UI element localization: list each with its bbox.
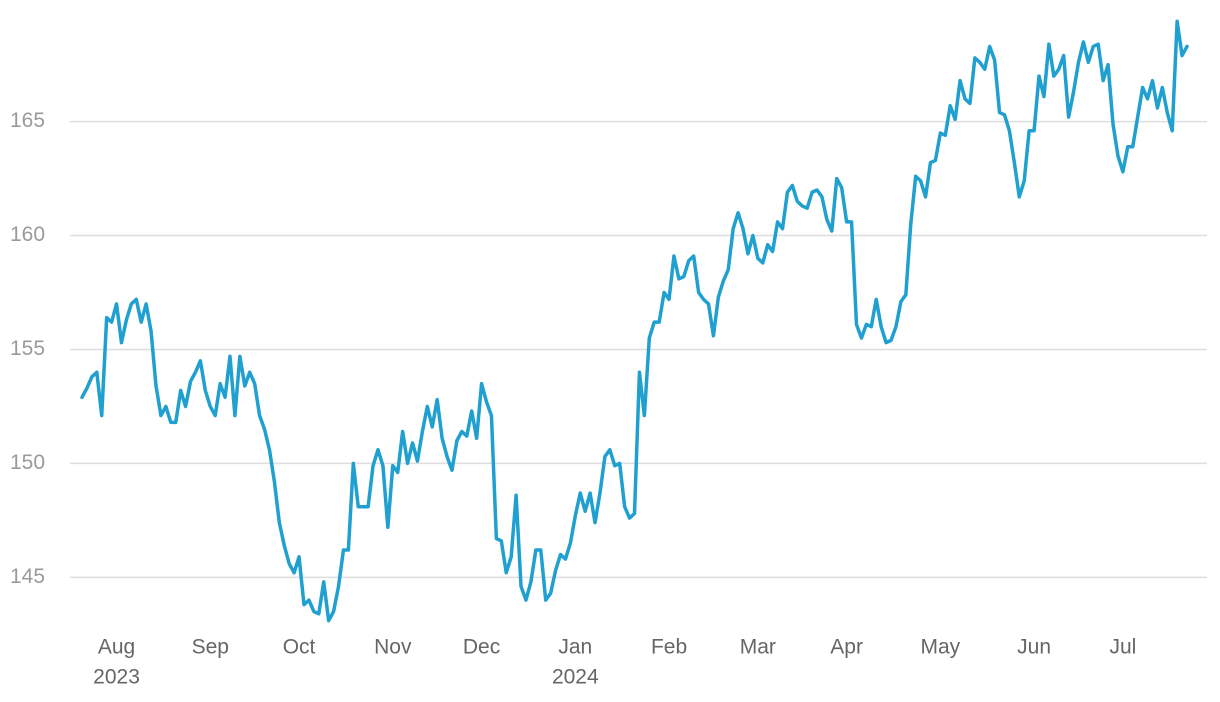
x-tick-label: Oct [283, 636, 316, 659]
x-tick-year: 2024 [552, 666, 599, 689]
x-tick-label: Jun [1017, 636, 1051, 659]
x-tick-label: Aug [98, 636, 135, 659]
x-tick-label: Nov [374, 636, 412, 659]
y-tick-label: 150 [10, 451, 45, 474]
x-tick-label: Apr [830, 636, 863, 659]
y-tick-label: 165 [10, 109, 45, 132]
x-tick-label: Dec [463, 636, 500, 659]
y-tick-label: 160 [10, 223, 45, 246]
y-tick-label: 155 [10, 337, 45, 360]
x-tick-label: Jan [558, 636, 592, 659]
x-tick-label: Mar [740, 636, 776, 659]
x-tick-label: Jul [1109, 636, 1136, 659]
x-tick-label: Sep [192, 636, 229, 659]
x-tick-label: Feb [651, 636, 687, 659]
x-tick-year: 2023 [93, 666, 140, 689]
price-line [80, 19, 1189, 623]
y-tick-label: 145 [10, 565, 45, 588]
x-tick-label: May [921, 636, 961, 659]
